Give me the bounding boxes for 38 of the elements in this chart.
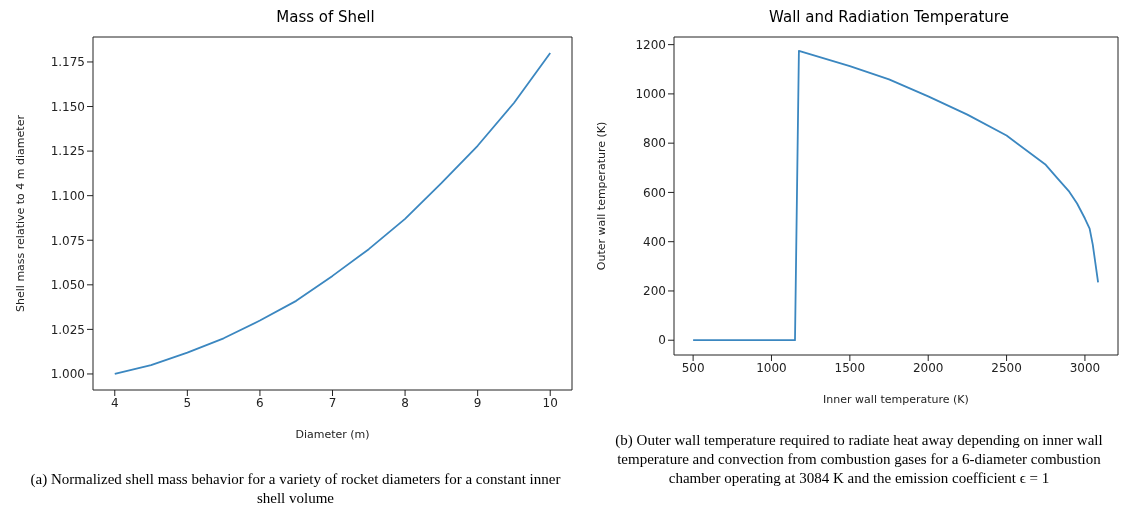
y-tick-label: 800 xyxy=(643,136,666,151)
y-tick-label: 1.150 xyxy=(50,99,85,114)
y-tick-label: 1200 xyxy=(635,37,666,52)
x-tick-label: 7 xyxy=(328,395,337,410)
y-tick-label: 1.125 xyxy=(50,144,85,159)
y-tick-label: 1.025 xyxy=(50,322,85,337)
y-tick-label: 1.000 xyxy=(50,367,85,382)
x-tick-label: 2000 xyxy=(912,360,944,375)
x-tick-label: 6 xyxy=(256,395,264,410)
x-tick-label: 4 xyxy=(110,395,119,410)
y-tick-label: 1.050 xyxy=(50,278,85,293)
y-tick-label: 600 xyxy=(643,185,666,200)
x-tick-label: 5 xyxy=(183,395,192,410)
x-tick-label: 2500 xyxy=(991,360,1022,375)
chart-title: Mass of Shell xyxy=(275,8,376,28)
y-tick-label: 1.075 xyxy=(50,233,85,248)
x-tick-label: 9 xyxy=(473,395,482,410)
x-tick-label: 8 xyxy=(401,395,409,410)
x-tick-label: 500 xyxy=(681,360,705,375)
x-tick-label: 10 xyxy=(542,395,558,410)
text: (b) Outer wall temperature required to radiate heat away depending on inner wall temperature and convection from combustion gases for a 6-diameter combustion chamber operating at 3084 K and the emission coefficient ϵ = 1 xyxy=(614,431,1104,488)
x-tick-label: 1000 xyxy=(756,360,787,375)
x-axis-title: Diameter (m) xyxy=(295,428,370,441)
y-tick-label: 0 xyxy=(658,333,666,348)
y-tick-label: 400 xyxy=(643,234,666,249)
y-tick-label: 200 xyxy=(643,284,666,299)
y-tick-label: 1.175 xyxy=(50,55,85,70)
y-axis-title: Outer wall temperature (K) xyxy=(594,121,608,271)
x-axis-title: Inner wall temperature (K) xyxy=(823,393,969,406)
y-axis-title: Shell mass relative to 4 m diameter xyxy=(13,114,27,312)
line-series xyxy=(113,52,552,375)
y-tick-label: 1.100 xyxy=(50,188,85,203)
x-tick-label: 3000 xyxy=(1069,360,1101,375)
y-tick-label: 1000 xyxy=(635,87,666,102)
line-series xyxy=(692,49,1099,342)
chart-title: Wall and Radiation Temperature xyxy=(768,8,1010,28)
x-tick-label: 1500 xyxy=(834,360,866,375)
text: (a) Normalized shell mass behavior for a variety of rocket diameters for a constant inner shell volume xyxy=(29,470,562,508)
